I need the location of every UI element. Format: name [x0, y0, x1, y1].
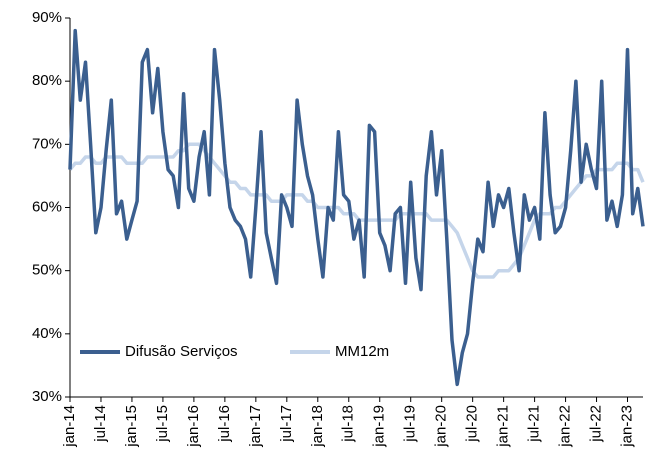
series-line	[68, 28, 645, 387]
x-tick-label: jul-14	[92, 405, 109, 443]
x-tick-label: jan-15	[123, 405, 140, 448]
x-tick-label: jul-22	[588, 405, 605, 443]
x-tick-label: jan-21	[495, 405, 512, 448]
x-tick-label: jan-14	[61, 405, 78, 448]
x-tick-label: jul-21	[526, 405, 543, 443]
y-tick-label: 30%	[32, 388, 62, 405]
x-tick-label: jul-20	[464, 405, 481, 443]
x-tick-label: jan-23	[618, 405, 635, 448]
x-tick-label: jan-19	[371, 405, 388, 448]
legend-label: Difusão Serviços	[125, 343, 238, 360]
x-tick-label: jul-19	[402, 405, 419, 443]
x-tick-label: jan-20	[433, 405, 450, 448]
x-tick-label: jul-18	[340, 405, 357, 443]
x-tick-label: jan-22	[557, 405, 574, 448]
series-line	[68, 142, 645, 279]
legend-label: MM12m	[335, 343, 389, 360]
x-tick-label: jul-15	[154, 405, 171, 443]
y-tick-label: 70%	[32, 135, 62, 152]
x-tick-label: jan-18	[309, 405, 326, 448]
y-tick-label: 60%	[32, 198, 62, 215]
x-tick-label: jul-16	[216, 405, 233, 443]
x-tick-label: jan-17	[247, 405, 264, 448]
y-tick-label: 50%	[32, 262, 62, 279]
y-tick-label: 80%	[32, 72, 62, 89]
x-tick-label: jul-17	[278, 405, 295, 443]
x-tick-label: jan-16	[185, 405, 202, 448]
y-tick-label: 90%	[32, 9, 62, 26]
y-tick-label: 40%	[32, 325, 62, 342]
